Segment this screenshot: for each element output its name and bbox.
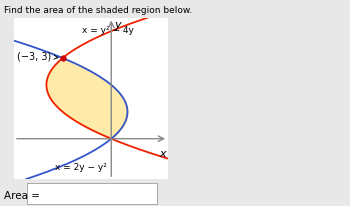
Text: y: y: [114, 20, 121, 30]
Text: (−3, 3): (−3, 3): [17, 51, 58, 61]
Text: x: x: [160, 148, 166, 158]
Text: Find the area of the shaded region below.: Find the area of the shaded region below…: [4, 6, 192, 15]
Text: x = y² − 4y: x = y² − 4y: [82, 26, 134, 35]
Text: Area =: Area =: [4, 190, 40, 200]
Text: x = 2y − y²: x = 2y − y²: [55, 162, 106, 171]
